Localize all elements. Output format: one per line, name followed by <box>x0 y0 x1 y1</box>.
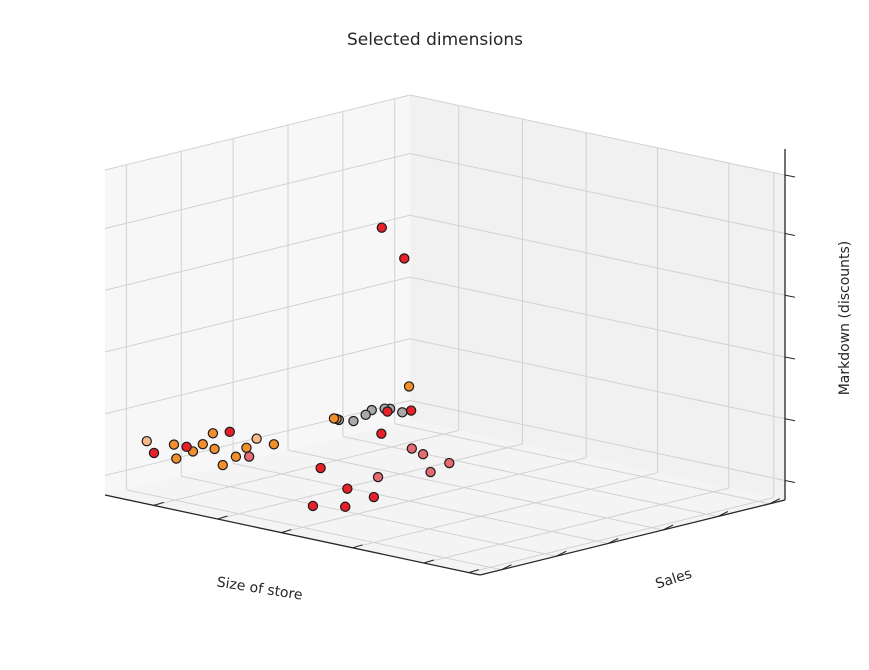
z-left-gridline <box>104 338 411 415</box>
x-axis-tick <box>217 515 228 520</box>
x-axis-tick <box>153 501 164 506</box>
data-point-orange <box>217 459 228 471</box>
z-left-gridline <box>104 214 411 291</box>
data-point-pink <box>372 471 384 483</box>
y-axis-tick <box>662 524 674 531</box>
data-point-pink <box>425 466 436 478</box>
data-point-gray <box>360 409 371 421</box>
x-axis-tick <box>468 569 479 574</box>
x-floor-gridline <box>181 475 557 557</box>
z-axis-tick <box>784 418 796 422</box>
z-right-gridline <box>409 153 786 234</box>
x-axis-tick <box>423 559 434 564</box>
y-floor-gridline <box>153 429 459 506</box>
z-right-gridline <box>409 214 786 296</box>
z-right-gridline <box>409 276 786 358</box>
data-point-orange <box>403 381 415 392</box>
data-point-peach <box>141 435 152 447</box>
z-left-gridline <box>104 153 411 229</box>
data-point-red <box>224 426 235 438</box>
y-floor-gridline <box>352 472 658 549</box>
data-point-orange <box>197 439 208 450</box>
y-axis-tick <box>769 498 780 505</box>
data-point-red <box>181 441 192 453</box>
z-left-gridline <box>104 94 411 171</box>
data-point-peach <box>251 433 262 444</box>
x-floor-gridline <box>287 449 664 531</box>
z-left-gridline <box>104 276 411 353</box>
data-point-orange <box>328 413 340 424</box>
y-floor-gridline <box>217 443 523 520</box>
data-point-pink <box>444 457 455 469</box>
data-point-pink <box>243 451 255 462</box>
data-point-orange <box>241 442 252 453</box>
x-floor-gridline <box>394 423 770 505</box>
data-point-orange <box>171 453 182 464</box>
z-axis-label: Markdown (discounts) <box>837 241 853 396</box>
data-point-orange <box>230 451 242 462</box>
data-point-red <box>376 428 387 439</box>
x-floor-gridline <box>232 463 609 544</box>
data-point-red <box>340 501 351 512</box>
z-axis-tick <box>784 480 796 483</box>
x-axis-tick <box>281 529 292 534</box>
z-right-gridline <box>409 338 786 420</box>
x-axis-line <box>104 494 481 576</box>
z-axis-tick <box>784 174 796 178</box>
y-floor-gridline <box>423 487 729 564</box>
data-point-orange <box>268 439 280 450</box>
x-axis-tick <box>352 544 363 549</box>
z-right-gridline <box>409 94 786 176</box>
data-point-pink <box>406 443 417 454</box>
data-point-red <box>315 462 326 474</box>
data-point-pink <box>417 449 429 460</box>
x-floor-gridline <box>342 436 719 517</box>
data-point-red <box>148 447 160 459</box>
data-point-orange <box>209 443 220 455</box>
y-axis-tick <box>501 564 512 571</box>
z-right-gridline <box>409 400 786 481</box>
data-point-gray <box>348 415 359 427</box>
data-point-orange <box>168 439 180 450</box>
y-axis-tick <box>717 511 729 517</box>
data-point-red <box>399 253 410 264</box>
z-axis-tick <box>784 356 796 360</box>
y-floor-gridline <box>281 457 587 534</box>
data-point-orange <box>207 428 219 439</box>
data-point-red <box>307 500 319 512</box>
axes <box>104 149 796 576</box>
data-point-red <box>368 491 380 503</box>
y-axis-tick <box>556 550 567 557</box>
x-axis-label: Size of store <box>216 574 304 603</box>
gridlines <box>104 94 786 574</box>
data-point-gray <box>397 407 408 418</box>
data-point-red <box>342 483 353 494</box>
z-axis-tick <box>784 233 796 236</box>
y-axis-line <box>479 499 786 576</box>
data-points <box>141 222 455 512</box>
x-floor-gridline <box>126 489 502 571</box>
z-axis-tick <box>784 294 796 298</box>
data-point-red <box>382 406 393 417</box>
data-point-red <box>405 405 417 416</box>
y-floor-gridline <box>468 497 774 574</box>
y-axis-label: Sales <box>654 566 694 593</box>
y-axis-tick <box>607 538 619 544</box>
chart-title: Selected dimensions <box>347 30 523 50</box>
data-point-red <box>376 222 387 233</box>
